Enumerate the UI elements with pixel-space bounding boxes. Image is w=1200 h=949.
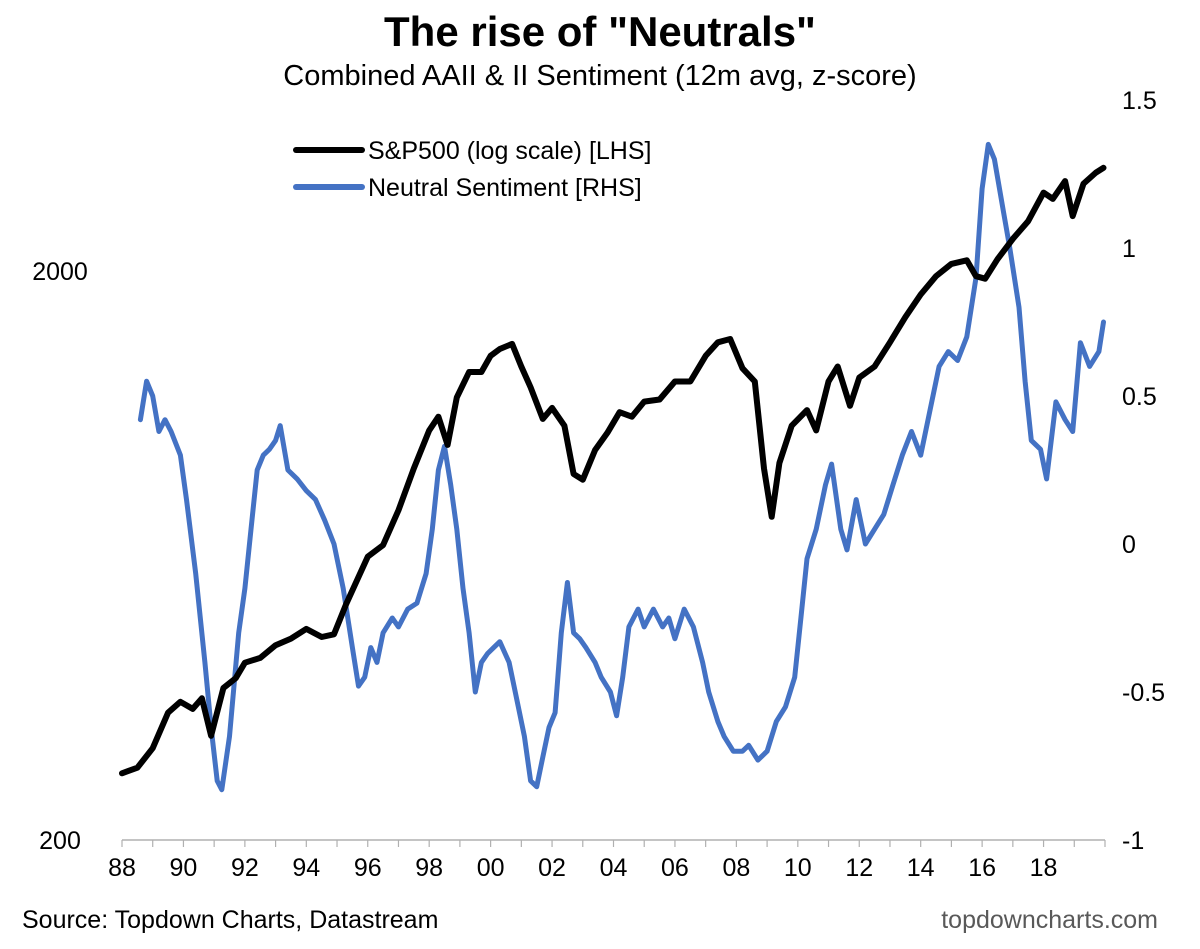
x-tick-label: 00: [477, 854, 505, 882]
x-tick-label: 14: [907, 854, 935, 882]
x-tick-label: 12: [845, 854, 873, 882]
y-right-tick-label: -0.5: [1122, 679, 1165, 707]
chart-title: The rise of "Neutrals": [384, 8, 816, 55]
x-tick-label: 06: [661, 854, 689, 882]
series-line-sp500: [119, 164, 1107, 777]
chart-subtitle: Combined AAII & II Sentiment (12m avg, z…: [283, 60, 917, 92]
y-right-tick-label: 0.5: [1122, 383, 1157, 411]
x-tick-label: 94: [292, 854, 320, 882]
series-line-neutral-sentiment: [137, 141, 1106, 793]
x-tick-label: 88: [108, 854, 136, 882]
legend-label: S&P500 (log scale) [LHS]: [368, 137, 651, 165]
y-left-tick-label: 200: [39, 827, 81, 855]
axes-group: 88 90 92 94 96 98 00 02 04 06 08 10 12 14 16 1820020001…: [32, 87, 1165, 882]
x-tick-label: 10: [784, 854, 812, 882]
x-tick-label: 98: [415, 854, 443, 882]
legend-label: Neutral Sentiment [RHS]: [368, 174, 642, 202]
y-right-tick-label: 0: [1122, 531, 1136, 559]
y-left-tick-label: 2000: [32, 258, 88, 286]
x-tick-label: 90: [170, 854, 198, 882]
y-right-tick-label: -1: [1122, 827, 1144, 855]
source-note: Source: Topdown Charts, Datastream: [22, 906, 439, 934]
y-right-tick-label: 1: [1122, 235, 1136, 263]
x-tick-label: 96: [354, 854, 382, 882]
x-tick-label: 16: [968, 854, 996, 882]
x-tick-label: 08: [722, 854, 750, 882]
brand-watermark: topdowncharts.com: [941, 906, 1158, 934]
x-tick-label: 04: [600, 854, 628, 882]
y-right-tick-label: 1.5: [1122, 87, 1157, 115]
x-tick-label: 92: [231, 854, 259, 882]
legend: S&P500 (log scale) [LHS] Neutral Sentimen…: [293, 137, 651, 202]
x-tick-label: 18: [1030, 854, 1058, 882]
x-tick-label: 02: [538, 854, 566, 882]
series-lines: [119, 141, 1107, 793]
